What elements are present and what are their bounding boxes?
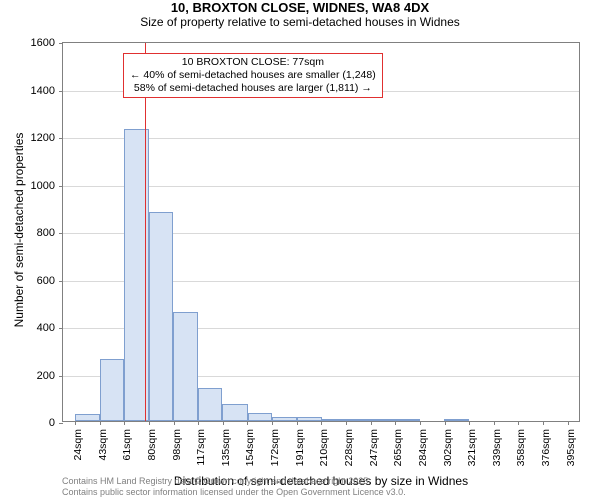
y-tick-label: 800: [37, 227, 55, 239]
x-tick: [100, 421, 101, 425]
x-tick: [321, 421, 322, 425]
attribution-line-2: Contains public sector information licen…: [62, 487, 406, 498]
x-tick: [297, 421, 298, 425]
y-tick: [59, 138, 63, 139]
y-tick-label: 0: [49, 417, 55, 429]
chart-area: 0200400600800100012001400160024sqm43sqm6…: [62, 42, 580, 422]
callout-line-3: 58% of semi-detached houses are larger (…: [130, 82, 376, 95]
x-tick: [568, 421, 569, 425]
x-tick-label: 191sqm: [294, 429, 306, 466]
histogram-bar: [395, 419, 420, 421]
y-tick: [59, 186, 63, 187]
x-tick: [346, 421, 347, 425]
x-tick-label: 247sqm: [368, 429, 380, 466]
histogram-bar: [75, 414, 100, 421]
x-tick-label: 135sqm: [220, 429, 232, 466]
x-tick-label: 61sqm: [121, 429, 133, 461]
histogram-bar: [222, 404, 247, 421]
histogram-bar: [346, 419, 371, 421]
x-tick-label: 284sqm: [417, 429, 429, 466]
histogram-bar: [248, 413, 272, 421]
x-tick-label: 265sqm: [392, 429, 404, 466]
attribution-line-1: Contains HM Land Registry data © Crown c…: [62, 476, 406, 487]
histogram-bar: [297, 417, 322, 421]
y-tick: [59, 233, 63, 234]
x-tick-label: 154sqm: [244, 429, 256, 466]
x-tick: [395, 421, 396, 425]
x-tick: [371, 421, 372, 425]
x-tick-label: 24sqm: [72, 429, 84, 461]
x-tick: [198, 421, 199, 425]
x-tick-label: 117sqm: [195, 429, 207, 466]
y-tick: [59, 281, 63, 282]
x-tick: [247, 421, 248, 425]
y-tick-label: 1400: [31, 85, 55, 97]
histogram-bar: [173, 312, 198, 421]
x-tick-label: 172sqm: [269, 429, 281, 466]
x-tick-label: 80sqm: [146, 429, 158, 461]
property-marker-line: [145, 43, 146, 421]
y-tick: [59, 328, 63, 329]
y-tick-label: 1000: [31, 180, 55, 192]
y-axis-label: Number of semi-detached properties: [12, 133, 26, 328]
y-tick-label: 1200: [31, 132, 55, 144]
x-tick: [124, 421, 125, 425]
histogram-bar: [149, 212, 173, 421]
y-tick: [59, 91, 63, 92]
histogram-bar: [198, 388, 222, 421]
x-tick: [518, 421, 519, 425]
plot-area: 0200400600800100012001400160024sqm43sqm6…: [62, 42, 580, 422]
x-tick: [75, 421, 76, 425]
y-tick: [59, 423, 63, 424]
histogram-bar: [371, 419, 395, 421]
x-tick-label: 43sqm: [97, 429, 109, 461]
chart-subtitle: Size of property relative to semi-detach…: [0, 15, 600, 29]
y-tick: [59, 376, 63, 377]
callout-line-2: ← 40% of semi-detached houses are smalle…: [130, 69, 376, 82]
histogram-bar: [100, 359, 124, 421]
x-tick: [445, 421, 446, 425]
x-tick: [469, 421, 470, 425]
histogram-bar: [444, 419, 469, 421]
y-tick-label: 1600: [31, 37, 55, 49]
x-tick-label: 210sqm: [318, 429, 330, 466]
x-tick: [420, 421, 421, 425]
property-callout: 10 BROXTON CLOSE: 77sqm← 40% of semi-det…: [123, 53, 383, 98]
x-tick: [223, 421, 224, 425]
y-tick-label: 200: [37, 370, 55, 382]
attribution: Contains HM Land Registry data © Crown c…: [62, 476, 406, 498]
y-tick: [59, 43, 63, 44]
x-tick-label: 98sqm: [171, 429, 183, 461]
y-tick-label: 600: [37, 275, 55, 287]
x-tick-label: 321sqm: [466, 429, 478, 466]
x-tick-label: 358sqm: [515, 429, 527, 466]
x-tick: [494, 421, 495, 425]
chart-title: 10, BROXTON CLOSE, WIDNES, WA8 4DX: [0, 0, 600, 15]
histogram-bar: [272, 417, 297, 421]
x-tick: [272, 421, 273, 425]
callout-line-1: 10 BROXTON CLOSE: 77sqm: [130, 56, 376, 69]
x-tick-label: 302sqm: [442, 429, 454, 466]
x-tick-label: 395sqm: [565, 429, 577, 466]
y-tick-label: 400: [37, 322, 55, 334]
x-tick: [149, 421, 150, 425]
x-tick: [174, 421, 175, 425]
x-tick-label: 376sqm: [540, 429, 552, 466]
x-tick-label: 228sqm: [343, 429, 355, 466]
histogram-bar: [322, 419, 346, 421]
x-tick: [543, 421, 544, 425]
x-tick-label: 339sqm: [491, 429, 503, 466]
